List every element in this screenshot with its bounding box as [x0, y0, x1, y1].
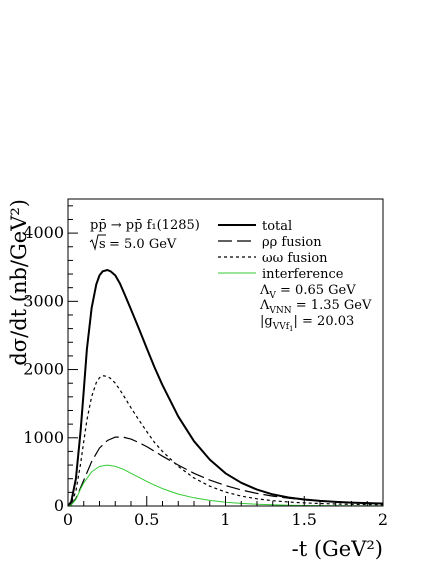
parameter-annotations: ΛV = 0.65 GeV ΛVNN = 1.35 GeV |gVVf1| = …	[259, 283, 372, 333]
y-tick-label: 0	[54, 496, 64, 515]
y-tick-label: 2000	[23, 360, 64, 379]
x-tick-label: 0.5	[134, 510, 159, 529]
process-label: pp̄ → pp̄ f₁(1285)	[90, 218, 200, 233]
x-axis-label: -t (GeV²)	[292, 537, 383, 561]
x-tick-label: 1	[220, 510, 230, 529]
legend-label-3: interference	[262, 267, 344, 282]
y-tick-label: 3000	[23, 291, 64, 310]
x-tick-label: 0	[63, 510, 73, 529]
series-line-1	[67, 436, 384, 507]
curves	[67, 269, 384, 507]
energy-variable: s	[99, 237, 106, 252]
lambda-v-annotation: ΛV = 0.65 GeV	[259, 283, 356, 301]
legend-label-1: ρρ fusion	[262, 235, 322, 250]
x-tick-label: 2	[378, 510, 388, 529]
legend-label-0: total	[262, 219, 292, 234]
lambda-vnn-annotation: ΛVNN = 1.35 GeV	[259, 298, 372, 316]
y-tick-label: 1000	[23, 428, 64, 447]
series-line-3	[67, 464, 384, 507]
y-tick-label: 4000	[23, 223, 64, 242]
axes: 0 0.5 1 1.5 2 0 1000 2000 3000 4000	[23, 205, 388, 529]
y-axis-label: dσ/dt (nb/GeV²)	[7, 199, 31, 366]
sqrt-sign-icon	[89, 234, 106, 251]
energy-value: = 5.0 GeV	[109, 237, 177, 252]
x-tick-label: 1.5	[292, 510, 317, 529]
legend-label-2: ωω fusion	[262, 251, 328, 266]
process-annotation: pp̄ → pp̄ f₁(1285) s = 5.0 GeV	[89, 218, 200, 252]
series-line-0	[67, 269, 384, 507]
coupling-annotation: |gVVf1| = 20.03	[260, 314, 354, 333]
